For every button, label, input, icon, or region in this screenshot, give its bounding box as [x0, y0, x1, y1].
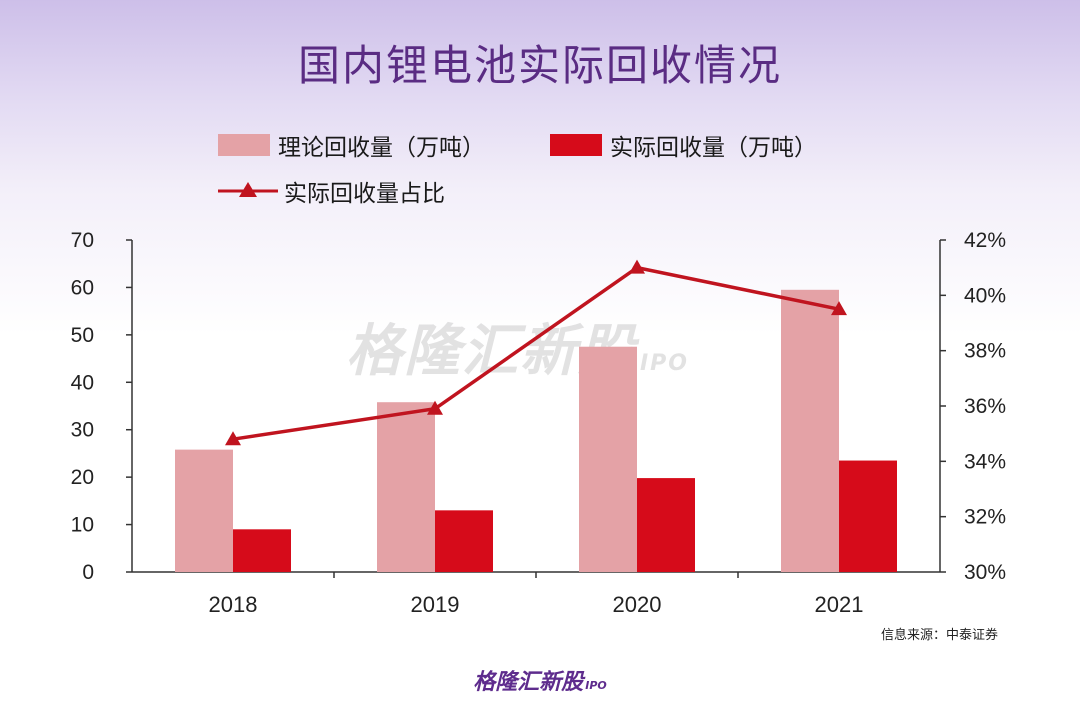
x-tick-label-2019: 2019	[411, 592, 460, 617]
legend-actual-swatch	[550, 134, 602, 156]
legend-theory: 理论回收量（万吨）	[218, 128, 485, 162]
legend-actual: 实际回收量（万吨）	[550, 128, 817, 162]
y-right-tick-label: 32%	[964, 506, 1006, 529]
y-left-tick-label: 10	[71, 514, 94, 537]
y-right-tick-label: 30%	[964, 561, 1006, 584]
bar-theory-2019	[377, 402, 435, 572]
y-left-tick-label: 20	[71, 466, 94, 489]
legend-ratio: 实际回收量占比	[218, 174, 445, 208]
bar-actual-2021	[839, 460, 897, 572]
ratio-line	[232, 265, 840, 441]
brand-logo: 格隆汇新股 IPO	[0, 664, 1080, 696]
x-tick-label-2021: 2021	[815, 592, 864, 617]
y-right-tick-label: 40%	[964, 284, 1006, 307]
watermark-sub: IPO	[640, 351, 690, 376]
bar-actual-2020	[637, 478, 695, 572]
y-right-tick-label: 36%	[964, 395, 1006, 418]
x-tick-label-2018: 2018	[209, 592, 258, 617]
y-left-tick-label: 70	[71, 229, 94, 252]
legend-ratio-swatch	[218, 182, 278, 197]
bar-actual-2019	[435, 510, 493, 572]
legend-ratio-label: 实际回收量占比	[284, 181, 445, 207]
y-left-tick-label: 0	[82, 561, 94, 584]
y-left-tick-label: 60	[71, 276, 94, 299]
legend-actual-label: 实际回收量（万吨）	[610, 135, 817, 161]
bar-theory-2021	[781, 289, 839, 572]
y-right-tick-label: 38%	[964, 340, 1006, 363]
ratio-point-2020	[629, 259, 645, 274]
brand-sub: IPO	[585, 679, 607, 692]
chart-title: 国内锂电池实际回收情况	[297, 41, 782, 90]
brand-main: 格隆汇新股	[473, 670, 584, 695]
x-tick-label-2020: 2020	[613, 592, 662, 617]
bar-theory-2018	[175, 449, 233, 572]
y-left-tick-label: 50	[71, 324, 94, 347]
source-note: 信息来源：中泰证券	[880, 628, 998, 643]
y-right-tick-label: 42%	[964, 229, 1006, 252]
y-left-tick-label: 40	[71, 371, 94, 394]
bar-actual-2018	[233, 529, 291, 572]
legend-theory-swatch	[218, 134, 270, 156]
bar-theory-2020	[579, 346, 637, 572]
ratio-point-2018	[225, 431, 241, 446]
legend-theory-label: 理论回收量（万吨）	[278, 135, 485, 161]
y-right-tick-label: 34%	[964, 450, 1006, 473]
y-left-tick-label: 30	[71, 419, 94, 442]
ratio-point-2021	[831, 301, 847, 316]
ratio-point-2019	[427, 400, 443, 415]
